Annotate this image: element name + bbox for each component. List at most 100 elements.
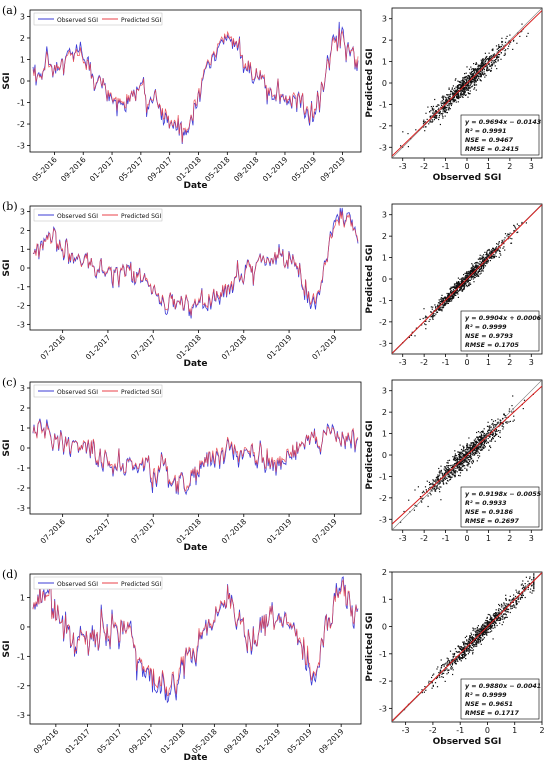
data-point — [502, 49, 504, 51]
data-point — [489, 627, 491, 630]
data-point — [533, 588, 535, 590]
data-point — [421, 692, 423, 694]
data-point — [514, 226, 516, 228]
data-point — [495, 612, 497, 614]
data-point — [429, 486, 431, 488]
legend-label-observed: Observed SGI — [57, 17, 98, 24]
data-point — [435, 490, 437, 492]
data-point — [474, 445, 476, 447]
data-point — [478, 64, 480, 66]
data-point — [492, 424, 494, 426]
data-point — [440, 667, 442, 669]
data-point — [437, 487, 439, 489]
data-point — [510, 41, 512, 43]
data-point — [463, 279, 465, 281]
data-point — [445, 467, 447, 469]
data-point — [493, 621, 495, 623]
data-point — [410, 334, 413, 336]
data-point — [444, 296, 446, 298]
data-point — [436, 486, 438, 488]
stats-line: R² = 0.9933 — [465, 500, 507, 507]
data-point — [460, 89, 462, 91]
data-point — [481, 257, 483, 259]
data-point — [473, 268, 475, 271]
data-point — [465, 277, 467, 279]
data-point — [451, 294, 453, 296]
data-point — [450, 659, 452, 661]
data-point — [505, 608, 507, 610]
data-point — [443, 297, 445, 299]
data-point — [498, 603, 500, 606]
data-point — [448, 300, 450, 302]
data-point — [436, 477, 438, 479]
data-point — [494, 435, 496, 437]
x-tick-label: 2 — [507, 534, 512, 543]
data-point — [451, 474, 453, 476]
data-point — [455, 663, 457, 665]
data-point — [449, 292, 451, 294]
data-point — [439, 491, 441, 493]
data-point — [456, 462, 458, 464]
data-point — [454, 456, 456, 458]
data-point — [462, 641, 464, 643]
data-point — [439, 671, 441, 673]
data-point — [443, 672, 445, 674]
data-point — [469, 455, 472, 457]
x-tick-label: 01-2018 — [174, 155, 203, 184]
data-point — [507, 611, 509, 613]
data-point — [456, 459, 458, 461]
data-point — [467, 649, 469, 651]
data-point — [484, 446, 486, 448]
data-point — [423, 691, 425, 693]
data-point — [465, 451, 467, 453]
data-point — [402, 131, 404, 133]
data-point — [501, 41, 503, 44]
data-point — [522, 584, 524, 587]
data-point — [489, 65, 491, 67]
data-point — [474, 638, 476, 641]
data-point — [509, 595, 511, 597]
data-point — [462, 77, 464, 79]
data-point — [496, 430, 498, 432]
data-point — [457, 96, 460, 98]
data-point — [445, 302, 447, 305]
data-point — [504, 617, 506, 619]
data-point — [431, 308, 433, 310]
x-tick-label: 01-2017 — [63, 727, 92, 756]
data-point — [459, 452, 461, 454]
data-point — [425, 328, 427, 330]
data-point — [503, 603, 505, 605]
data-point — [421, 501, 423, 503]
data-point — [470, 461, 473, 463]
data-point — [415, 327, 417, 329]
data-point — [470, 453, 472, 456]
data-point — [463, 656, 465, 658]
data-point — [474, 266, 477, 268]
data-point — [453, 96, 456, 98]
data-point — [457, 651, 459, 653]
data-point — [452, 290, 454, 292]
data-point — [485, 631, 487, 633]
data-point — [505, 594, 507, 596]
data-point — [408, 336, 410, 338]
data-point — [444, 466, 446, 468]
data-point — [480, 67, 482, 69]
data-point — [468, 651, 470, 653]
data-point — [493, 612, 495, 615]
data-point — [475, 441, 478, 443]
data-point — [468, 639, 470, 641]
data-point — [471, 86, 473, 88]
data-point — [492, 437, 494, 439]
data-point — [483, 434, 486, 436]
data-point — [495, 56, 497, 58]
data-point — [461, 461, 463, 463]
data-point — [494, 249, 496, 251]
data-point — [483, 625, 485, 628]
data-point — [479, 432, 481, 434]
data-point — [479, 79, 481, 81]
data-point — [430, 316, 432, 318]
data-point — [434, 489, 436, 491]
data-point — [459, 81, 461, 83]
data-point — [476, 640, 478, 642]
data-point — [475, 643, 477, 645]
